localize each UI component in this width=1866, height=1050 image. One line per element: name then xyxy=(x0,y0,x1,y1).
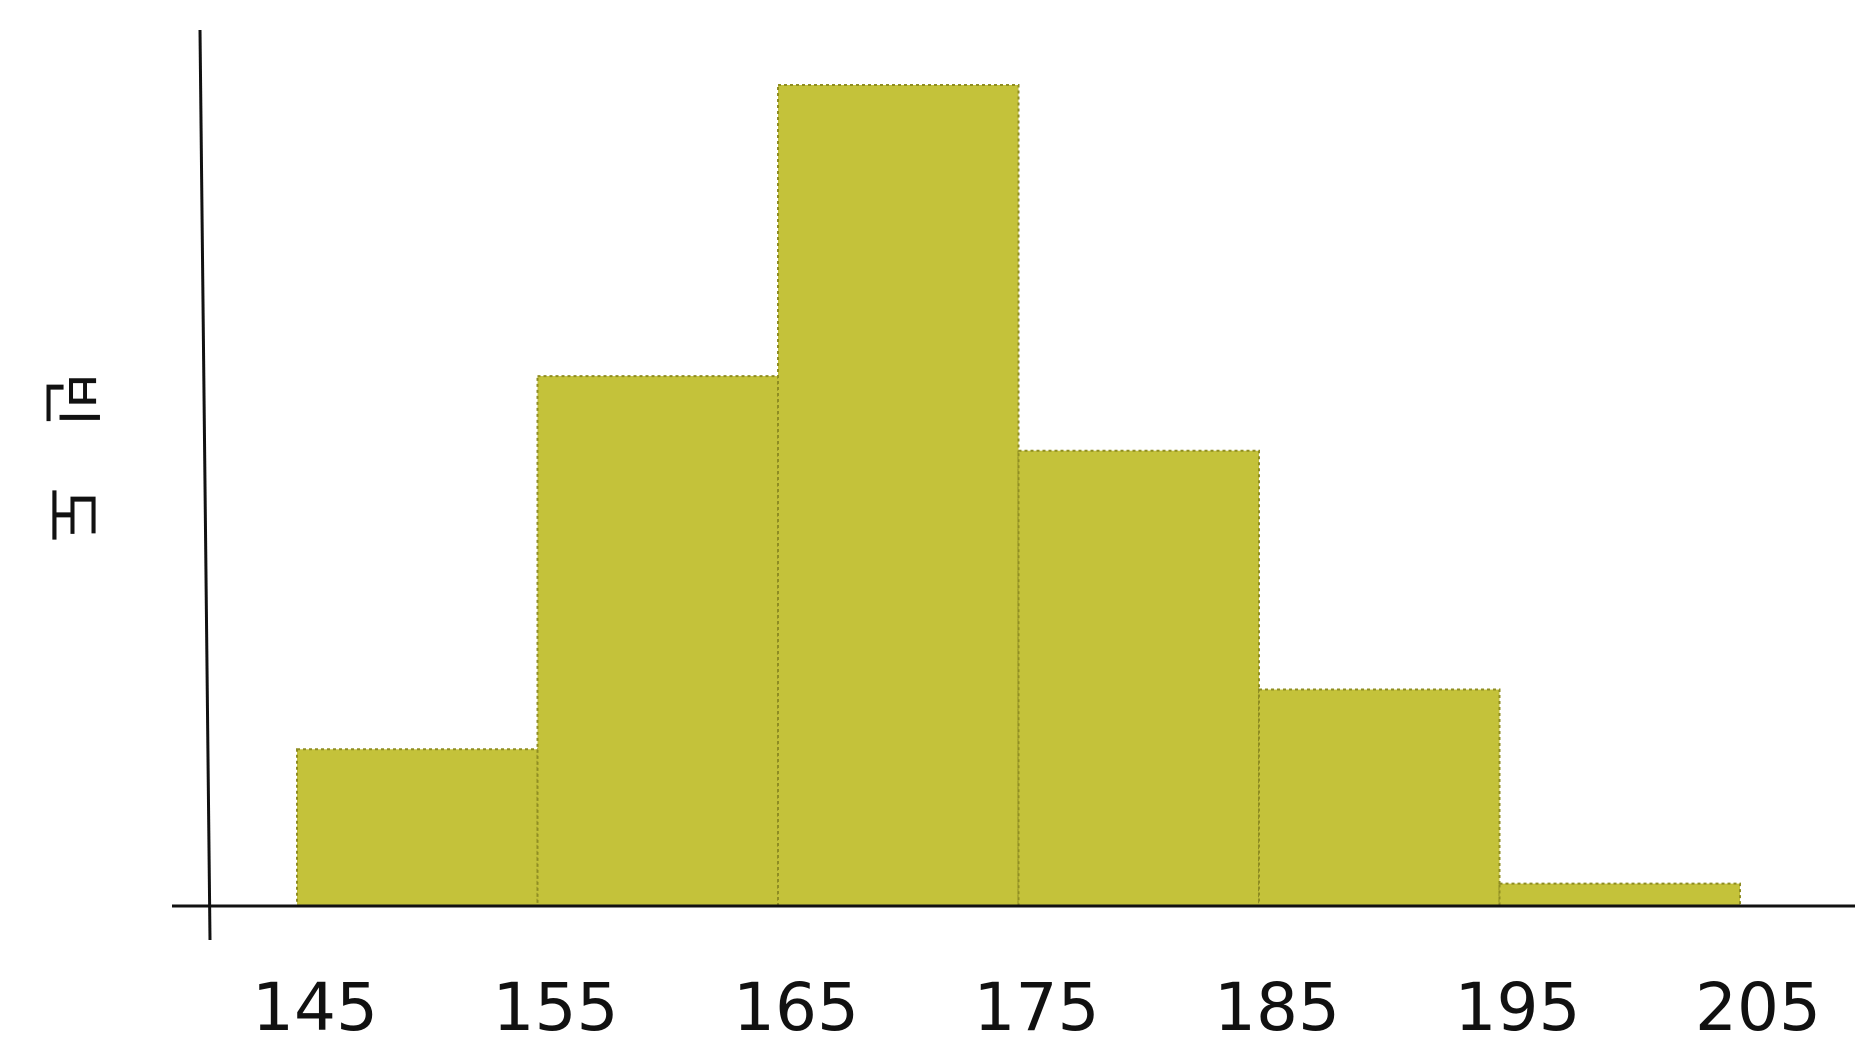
histogram-bar xyxy=(536,375,779,907)
x-tick-label: 155 xyxy=(493,969,619,1046)
x-tick-label: 205 xyxy=(1695,969,1821,1046)
histogram-bar xyxy=(1017,449,1260,907)
y-axis-line xyxy=(198,29,212,941)
x-tick-label: 165 xyxy=(733,969,859,1046)
histogram-bar xyxy=(1498,882,1741,907)
x-tick-label: 185 xyxy=(1214,969,1340,1046)
x-tick-label: 145 xyxy=(252,969,378,1046)
x-tick-label: 195 xyxy=(1455,969,1581,1046)
histogram-bar xyxy=(296,748,539,907)
x-tick-label: 175 xyxy=(974,969,1100,1046)
bars-group xyxy=(296,84,1741,908)
y-axis-label: 빈도 xyxy=(35,372,105,542)
y-axis-label-char: 빈 xyxy=(35,372,105,427)
x-tick-labels: 145 155 165 175 185 195 205 xyxy=(252,969,1821,1046)
y-axis-label-char: 도 xyxy=(35,487,105,542)
histogram-bar xyxy=(777,84,1020,907)
histogram-bar xyxy=(1258,688,1501,908)
